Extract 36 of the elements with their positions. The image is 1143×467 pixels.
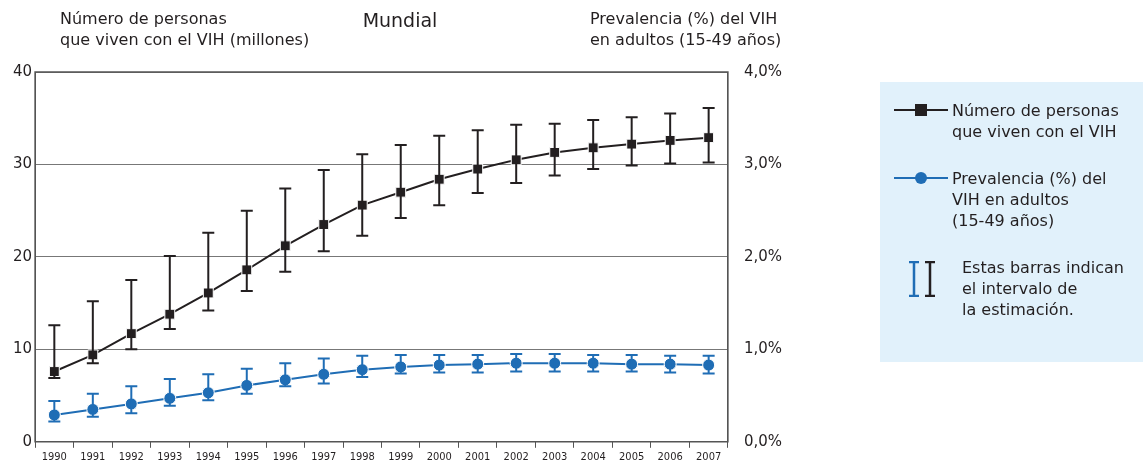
y2-tick-label: 4,0% <box>743 61 782 80</box>
legend-label: Prevalencia (%) del VIH en adultos (15-49 años) <box>952 168 1107 231</box>
x-tick-label: 2004 <box>580 450 606 464</box>
y2-tick-label: 0,0% <box>743 431 782 450</box>
y2-tick-label: 3,0% <box>743 154 782 173</box>
x-tick-label: 1999 <box>388 450 414 464</box>
x-tick-label: 1992 <box>118 450 144 464</box>
y-axis-title: Número de personas que viven con el VIH (millones) <box>60 8 310 50</box>
x-tick-label: 1990 <box>41 450 67 464</box>
y2-tick-label: 1,0% <box>743 339 782 358</box>
legend-label: Número de personas que viven con el VIH <box>952 100 1119 142</box>
y2-axis-title: Prevalencia (%) del VIH en adultos (15-49 años) <box>590 8 782 50</box>
x-tick-label: 2001 <box>465 450 491 464</box>
y-tick-label: 0 <box>22 431 33 450</box>
x-tick-label: 1996 <box>272 450 298 464</box>
y2-tick-label: 2,0% <box>743 246 782 265</box>
y-tick-label: 30 <box>12 154 33 173</box>
x-tick-label: 2000 <box>426 450 452 464</box>
text: Estas barras indican el intervalo de la estimación. <box>962 257 1124 320</box>
x-tick-label: 1998 <box>349 450 375 464</box>
point <box>472 163 484 175</box>
x-tick-label: 2005 <box>619 450 645 464</box>
y-tick-label: 40 <box>12 61 33 80</box>
x-tick-label: 2002 <box>503 450 529 464</box>
y-tick-label: 20 <box>12 246 33 265</box>
x-tick-label: 2003 <box>542 450 568 464</box>
x-tick-label: 1993 <box>157 450 183 464</box>
x-tick-label: 2007 <box>696 450 722 464</box>
chart-title: Mundial <box>362 9 438 31</box>
x-tick-label: 2006 <box>657 450 683 464</box>
y-tick-label: 10 <box>12 339 33 358</box>
x-tick-label: 1997 <box>311 450 337 464</box>
x-tick-label: 1994 <box>195 450 221 464</box>
x-tick-label: 1991 <box>80 450 106 464</box>
x-tick-label: 1995 <box>234 450 260 464</box>
point <box>202 287 214 299</box>
